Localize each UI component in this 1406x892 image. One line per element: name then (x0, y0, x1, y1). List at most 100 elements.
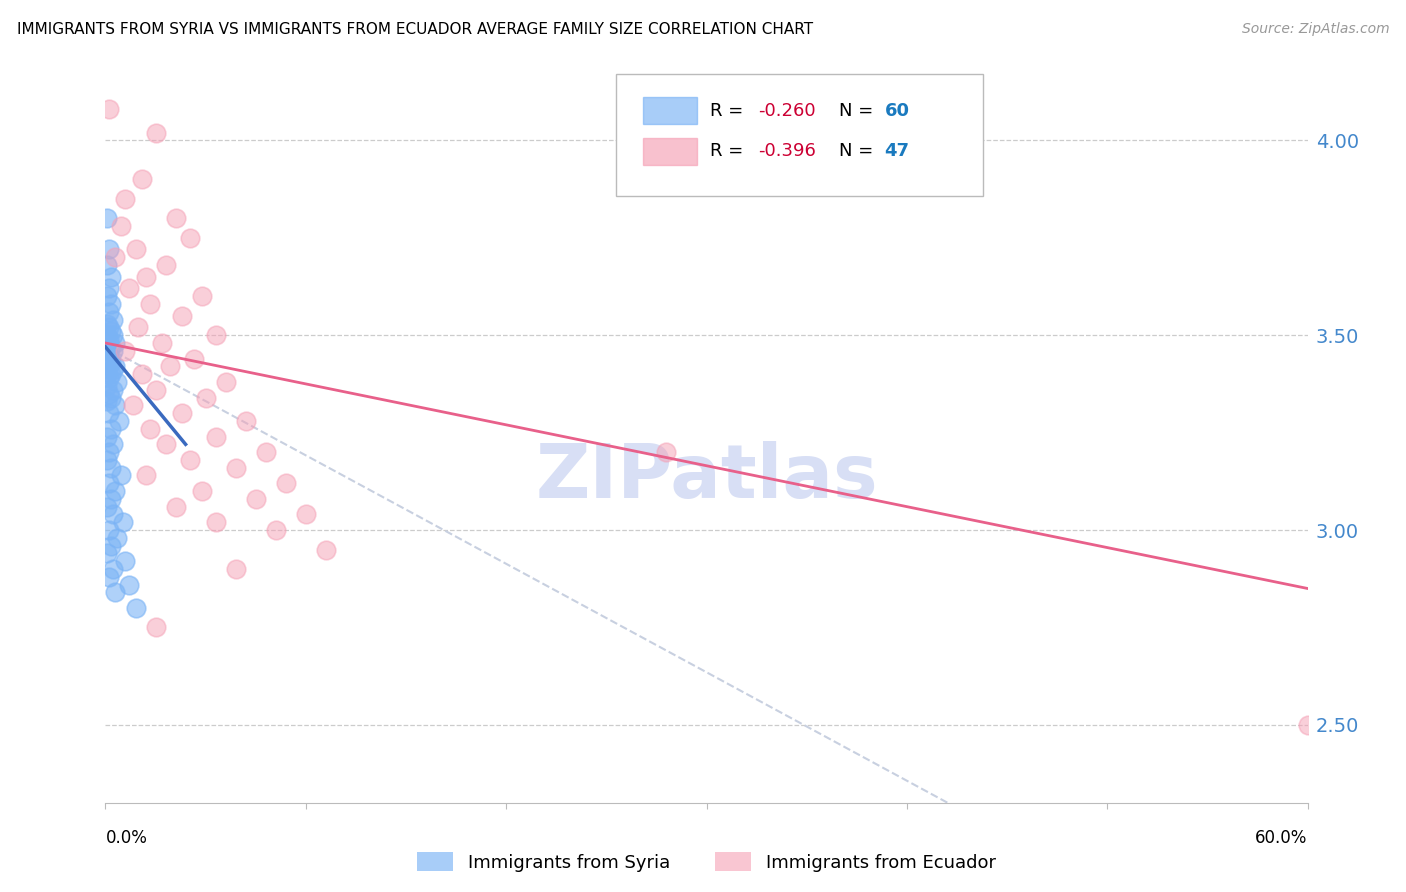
Point (295, 508, 318, 522)
Point (235, 414, 257, 428)
Text: ZIPatlas: ZIPatlas (536, 441, 877, 514)
Point (103, 363, 125, 377)
Text: 47: 47 (884, 143, 910, 161)
Point (225, 562, 247, 576)
Text: Source: ZipAtlas.com: Source: ZipAtlas.com (1241, 22, 1389, 37)
Point (100, 460, 122, 475)
Point (127, 320, 149, 334)
Point (103, 383, 125, 397)
Point (131, 172, 153, 186)
Point (98, 243, 121, 257)
Point (145, 620, 167, 634)
Point (96, 500, 118, 514)
Point (98, 281, 121, 295)
Point (103, 437, 125, 451)
Point (98, 386, 121, 401)
Point (104, 336, 127, 351)
Point (96, 379, 118, 393)
Point (103, 312, 125, 326)
Bar (643, 97, 697, 124)
Text: R =: R = (710, 143, 749, 161)
Bar (643, 138, 697, 165)
Point (190, 484, 212, 499)
Point (114, 343, 136, 358)
Point (96, 429, 118, 443)
Text: -0.260: -0.260 (758, 102, 815, 120)
Legend: Immigrants from Syria, Immigrants from Ecuador: Immigrants from Syria, Immigrants from E… (411, 845, 1002, 879)
Point (122, 398, 145, 412)
Point (155, 258, 177, 272)
Point (96, 453, 118, 467)
Point (155, 437, 177, 451)
Point (165, 211, 187, 226)
Point (315, 542, 337, 557)
Point (655, 445, 678, 459)
Point (103, 343, 125, 358)
Point (98, 332, 121, 346)
Point (110, 468, 132, 483)
Point (104, 585, 127, 599)
Point (254, 445, 277, 459)
Point (98, 305, 121, 319)
Point (179, 453, 201, 467)
Point (179, 231, 201, 245)
Point (100, 539, 122, 553)
Text: -0.396: -0.396 (758, 143, 815, 161)
Point (118, 577, 141, 591)
Point (204, 515, 226, 529)
Point (194, 391, 217, 405)
Point (108, 414, 131, 428)
Point (98, 359, 121, 374)
Point (159, 359, 181, 374)
Point (98, 348, 121, 362)
Point (98, 320, 121, 334)
Point (114, 192, 136, 206)
Point (138, 297, 160, 311)
Point (264, 523, 287, 537)
Point (96, 367, 118, 381)
Point (110, 219, 132, 233)
Point (170, 309, 193, 323)
Point (96, 328, 118, 343)
Text: IMMIGRANTS FROM SYRIA VS IMMIGRANTS FROM ECUADOR AVERAGE FAMILY SIZE CORRELATION: IMMIGRANTS FROM SYRIA VS IMMIGRANTS FROM… (17, 22, 813, 37)
Point (104, 359, 127, 374)
FancyBboxPatch shape (616, 73, 983, 195)
Point (100, 355, 122, 369)
Point (100, 491, 122, 506)
Point (96, 317, 118, 331)
Point (100, 324, 122, 338)
Point (183, 351, 205, 366)
Point (165, 500, 187, 514)
Point (98, 102, 121, 116)
Point (214, 375, 236, 389)
Point (98, 445, 121, 459)
Point (100, 391, 122, 405)
Text: R =: R = (710, 102, 749, 120)
Point (204, 429, 226, 443)
Point (135, 468, 157, 483)
Point (103, 562, 125, 576)
Point (118, 281, 141, 295)
Point (107, 375, 129, 389)
Point (190, 289, 212, 303)
Point (124, 601, 146, 615)
Point (145, 383, 167, 397)
Point (150, 336, 173, 351)
Point (103, 508, 125, 522)
Text: 60.0%: 60.0% (1256, 829, 1308, 847)
Point (104, 398, 127, 412)
Point (96, 351, 118, 366)
Point (124, 243, 146, 257)
Point (98, 570, 121, 584)
Point (96, 394, 118, 409)
Point (170, 406, 193, 420)
Point (96, 343, 118, 358)
Point (145, 126, 167, 140)
Point (114, 554, 136, 568)
Point (131, 367, 153, 381)
Point (245, 491, 267, 506)
Point (98, 523, 121, 537)
Point (107, 531, 129, 545)
Point (100, 340, 122, 354)
Point (100, 269, 122, 284)
